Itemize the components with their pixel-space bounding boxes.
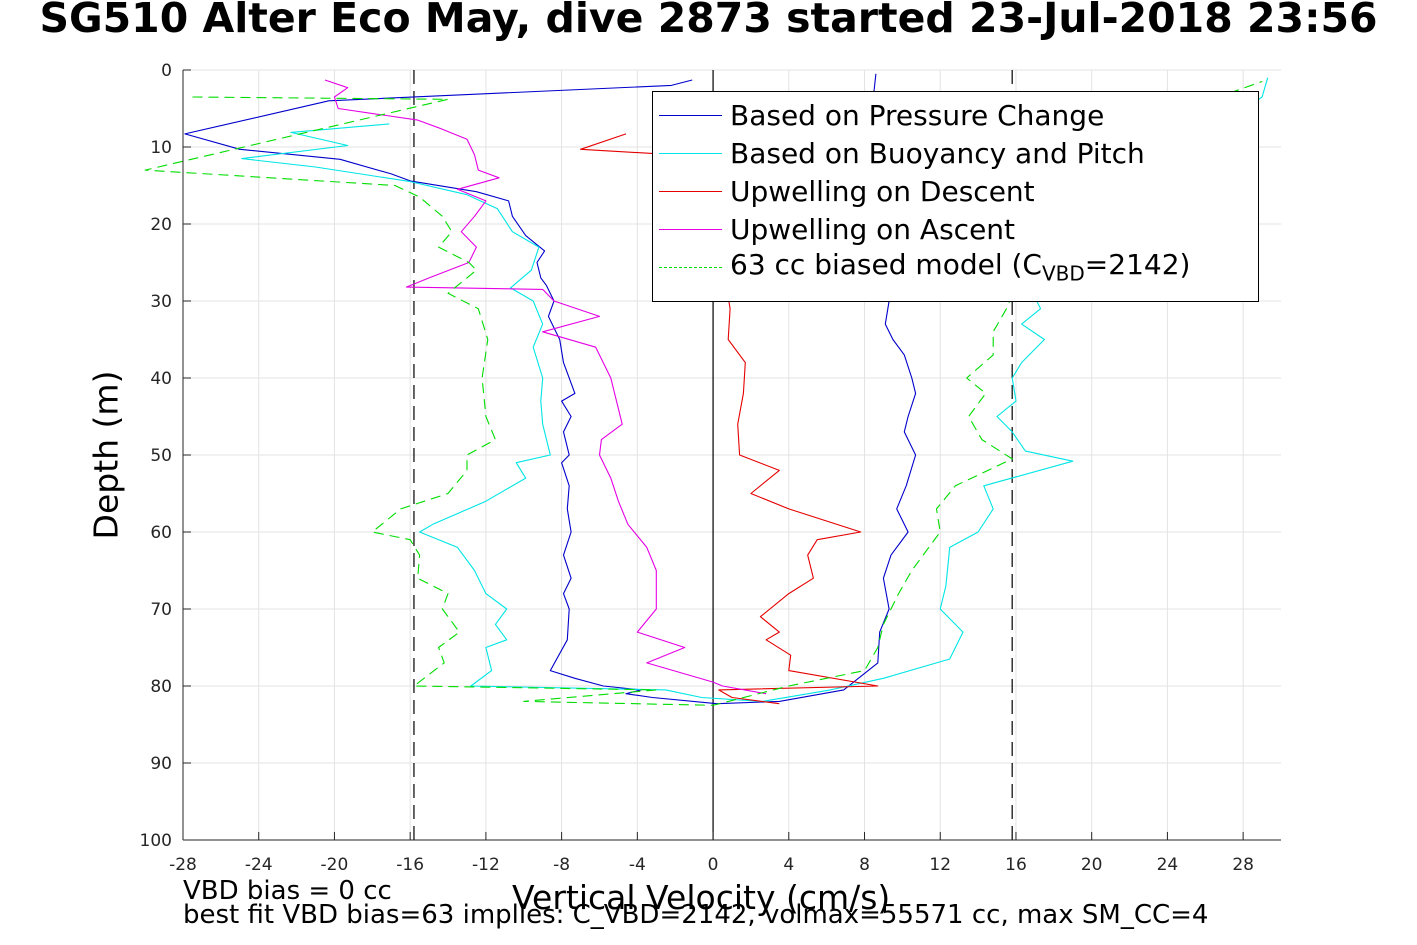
x-tick-label: 28 — [1232, 855, 1254, 875]
legend-label: Based on Buoyancy and Pitch — [730, 136, 1145, 170]
legend-item-pressure-change: Based on Pressure Change — [659, 97, 1104, 133]
x-tick-label: 12 — [929, 855, 951, 875]
y-tick-label: 60 — [150, 523, 172, 543]
y-tick-label: 40 — [150, 369, 172, 389]
y-tick-label: 10 — [150, 138, 172, 158]
y-tick-label: 50 — [150, 446, 172, 466]
tick-labels: -28 -24 -20 -16 -12 -8 -4 0 4 8 12 16 20 24 28 0 10 20 30 4… — [140, 61, 1254, 875]
x-tick-label: -8 — [553, 855, 570, 875]
y-tick-label: 20 — [150, 215, 172, 235]
legend-item-buoyancy-pitch: Based on Buoyancy and Pitch — [659, 135, 1145, 171]
x-tick-label: -12 — [472, 855, 500, 875]
x-tick-label: -20 — [321, 855, 349, 875]
legend-label: Based on Pressure Change — [730, 98, 1105, 132]
legend-item-upwelling-ascent: Upwelling on Ascent — [659, 211, 1015, 247]
x-tick-label: 16 — [1005, 855, 1027, 875]
x-tick-label: 8 — [859, 855, 870, 875]
series-group — [144, 73, 1269, 706]
axes — [182, 69, 1281, 841]
y-tick-label: 80 — [150, 677, 172, 697]
legend-swatch — [659, 114, 722, 116]
x-tick-label: -24 — [245, 855, 273, 875]
x-tick-label: 20 — [1081, 855, 1103, 875]
series-line — [144, 80, 1263, 706]
legend-label-suffix: =2142) — [1084, 248, 1191, 282]
legend-label-subscript: VBD — [1041, 261, 1085, 286]
legend-label-prefix: 63 cc biased model (C — [730, 248, 1042, 282]
legend-label: 63 cc biased model (CVBD=2142) — [730, 248, 1190, 286]
x-axis-label: Vertical Velocity (cm/s) — [512, 878, 891, 917]
legend-swatch — [659, 190, 722, 192]
legend-swatch — [659, 228, 722, 230]
chart-title: SG510 Alter Eco May, dive 2873 started 2… — [39, 0, 1378, 42]
y-tick-label: 0 — [161, 61, 172, 81]
x-tick-label: -4 — [629, 855, 646, 875]
footer-vbd-bias: VBD bias = 0 cc — [183, 876, 392, 906]
legend-label: Upwelling on Ascent — [730, 212, 1016, 246]
x-tick-label: -28 — [169, 855, 197, 875]
y-axis-label: Depth (m) — [86, 370, 126, 540]
y-tick-label: 100 — [140, 831, 172, 851]
series-line — [324, 79, 767, 695]
footer-best-fit: best fit VBD bias=63 implies: C_VBD=2142… — [183, 900, 1209, 930]
y-tick-label: 90 — [150, 754, 172, 774]
legend-swatch — [659, 266, 722, 268]
x-tick-label: 24 — [1157, 855, 1179, 875]
legend-item-biased-model: 63 cc biased model (CVBD=2142) — [659, 248, 1190, 286]
series-line — [184, 73, 917, 705]
y-tick-label: 30 — [150, 292, 172, 312]
legend-label: Upwelling on Descent — [730, 174, 1035, 208]
chart-legend: Based on Pressure Change Based on Buoyan… — [652, 91, 1259, 302]
x-tick-label: 4 — [783, 855, 794, 875]
legend-swatch — [659, 152, 722, 154]
y-tick-label: 70 — [150, 600, 172, 620]
series-line — [241, 77, 1269, 702]
x-tick-label: 0 — [708, 855, 719, 875]
legend-item-upwelling-descent: Upwelling on Descent — [659, 173, 1035, 209]
x-tick-label: -16 — [396, 855, 424, 875]
